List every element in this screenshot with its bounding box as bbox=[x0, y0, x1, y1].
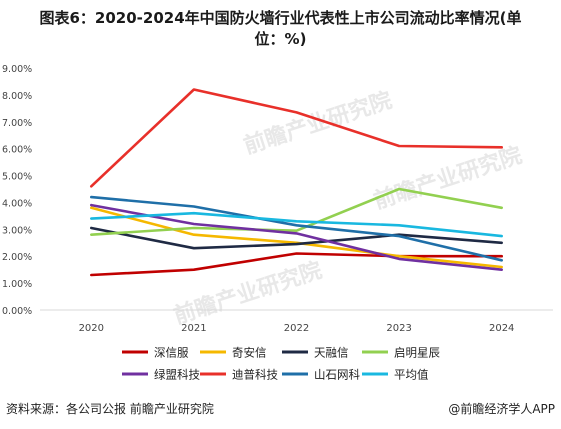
y-tick-label: 6.00% bbox=[2, 145, 32, 156]
series-line bbox=[90, 88, 504, 188]
legend-label: 平均值 bbox=[394, 368, 429, 382]
legend-label: 深信服 bbox=[154, 346, 189, 360]
x-tick-label: 2022 bbox=[284, 323, 309, 334]
y-tick-label: 8.00% bbox=[2, 91, 32, 102]
legend-label: 山石网科 bbox=[314, 368, 360, 382]
watermark-text: 前瞻产业研究院 bbox=[371, 142, 526, 214]
series-line bbox=[90, 187, 504, 236]
y-tick-label: 9.00% bbox=[2, 64, 32, 75]
x-tick-label: 2020 bbox=[79, 323, 104, 334]
series-line bbox=[90, 226, 504, 250]
series-line bbox=[90, 195, 504, 262]
y-tick-label: 1.00% bbox=[2, 279, 32, 290]
legend-label: 绿盟科技 bbox=[154, 368, 200, 382]
legend-label: 迪普科技 bbox=[232, 368, 278, 382]
y-tick-label: 4.00% bbox=[2, 198, 32, 209]
chart-title-line2: 位：%) bbox=[254, 30, 307, 48]
watermark-text: 前瞻产业研究院 bbox=[171, 257, 326, 329]
source-note: 资料来源：各公司公报 前瞻产业研究院 bbox=[6, 402, 214, 416]
x-tick-label: 2024 bbox=[489, 323, 514, 334]
series-line bbox=[90, 211, 504, 238]
chart-title: 图表6：2020-2024年中国防火墙行业代表性上市公司流动比率情况(单 位：%… bbox=[0, 8, 561, 50]
x-tick-label: 2023 bbox=[386, 323, 411, 334]
y-tick-label: 5.00% bbox=[2, 172, 32, 183]
y-tick-label: 2.00% bbox=[2, 252, 32, 263]
series-line bbox=[90, 252, 504, 277]
y-tick-label: 3.00% bbox=[2, 225, 32, 236]
legend-label: 奇安信 bbox=[232, 346, 267, 360]
y-tick-label: 7.00% bbox=[2, 118, 32, 129]
legend-label: 天融信 bbox=[314, 346, 349, 360]
y-tick-label: 0.00% bbox=[2, 306, 32, 317]
legend-label: 启明星辰 bbox=[394, 346, 440, 360]
series-line bbox=[90, 203, 504, 272]
watermark-text: 前瞻产业研究院 bbox=[241, 87, 396, 159]
x-tick-label: 2021 bbox=[181, 323, 206, 334]
chart-title-line1: 图表6：2020-2024年中国防火墙行业代表性上市公司流动比率情况(单 bbox=[39, 9, 522, 27]
brand-credit: @前瞻经济学人APP bbox=[448, 402, 555, 416]
